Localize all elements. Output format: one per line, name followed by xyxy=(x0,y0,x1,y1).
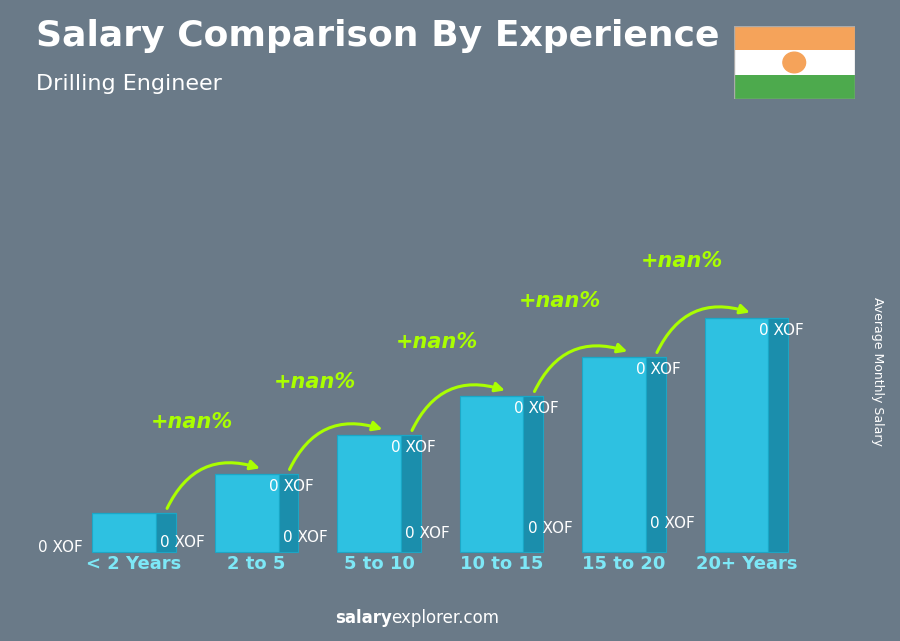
Circle shape xyxy=(783,52,806,73)
Text: +nan%: +nan% xyxy=(396,331,478,351)
Text: +nan%: +nan% xyxy=(518,292,600,312)
Text: 20+ Years: 20+ Years xyxy=(696,555,797,573)
Text: 0 XOF: 0 XOF xyxy=(405,526,450,540)
Text: 0 XOF: 0 XOF xyxy=(636,362,681,377)
Bar xyxy=(734,26,855,50)
Polygon shape xyxy=(769,318,788,552)
Polygon shape xyxy=(582,357,646,552)
Text: +nan%: +nan% xyxy=(641,251,724,271)
Text: 0 XOF: 0 XOF xyxy=(160,535,205,550)
Polygon shape xyxy=(215,474,278,552)
Text: salary: salary xyxy=(335,609,392,627)
Polygon shape xyxy=(646,357,665,552)
Text: 0 XOF: 0 XOF xyxy=(514,401,558,416)
Polygon shape xyxy=(524,396,543,552)
Bar xyxy=(734,75,855,99)
Text: Average Monthly Salary: Average Monthly Salary xyxy=(871,297,884,446)
Text: 0 XOF: 0 XOF xyxy=(650,516,695,531)
Text: 0 XOF: 0 XOF xyxy=(392,440,436,455)
Text: 5 to 10: 5 to 10 xyxy=(344,555,414,573)
Text: 0 XOF: 0 XOF xyxy=(283,530,328,545)
Text: 0 XOF: 0 XOF xyxy=(527,521,572,536)
Text: Drilling Engineer: Drilling Engineer xyxy=(36,74,222,94)
Text: 0 XOF: 0 XOF xyxy=(269,479,313,494)
Polygon shape xyxy=(705,318,769,552)
Text: 0 XOF: 0 XOF xyxy=(759,323,804,338)
Text: Salary Comparison By Experience: Salary Comparison By Experience xyxy=(36,19,719,53)
Text: 10 to 15: 10 to 15 xyxy=(460,555,543,573)
Polygon shape xyxy=(460,396,524,552)
Text: +nan%: +nan% xyxy=(274,372,356,392)
Text: < 2 Years: < 2 Years xyxy=(86,555,182,573)
Text: 2 to 5: 2 to 5 xyxy=(228,555,285,573)
Polygon shape xyxy=(93,513,156,552)
Bar xyxy=(734,50,855,75)
Polygon shape xyxy=(401,435,420,552)
Text: +nan%: +nan% xyxy=(151,412,233,432)
Polygon shape xyxy=(156,513,176,552)
Polygon shape xyxy=(338,435,401,552)
Text: explorer.com: explorer.com xyxy=(392,609,500,627)
Text: 0 XOF: 0 XOF xyxy=(38,540,83,554)
Polygon shape xyxy=(278,474,298,552)
Text: 15 to 20: 15 to 20 xyxy=(582,555,666,573)
